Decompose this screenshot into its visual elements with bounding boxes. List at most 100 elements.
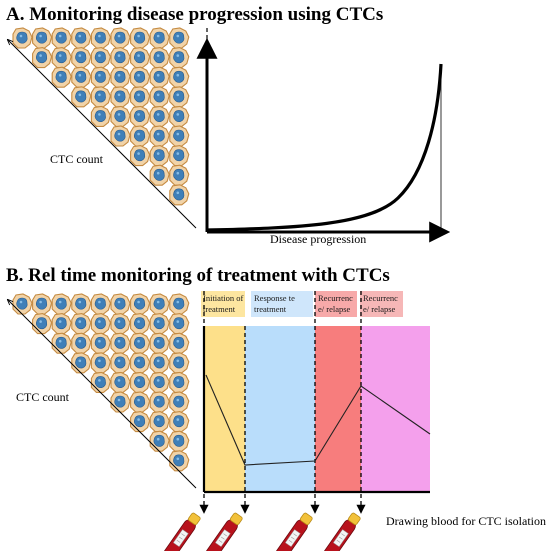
panel-b-cell bbox=[110, 293, 131, 315]
panel-b-cell bbox=[149, 411, 170, 433]
panel-b-cell bbox=[149, 371, 170, 393]
phase-band-response bbox=[245, 326, 315, 492]
panel-b-cell bbox=[90, 371, 111, 393]
phase-3-label-line1: Recurrenc bbox=[318, 293, 353, 303]
panel-a-cell bbox=[130, 86, 151, 108]
panel-a-cell bbox=[90, 47, 111, 69]
panel-b-cell bbox=[169, 371, 190, 393]
panel-a-cell bbox=[90, 86, 111, 108]
panel-a-cell bbox=[169, 184, 190, 206]
panel-a-cell bbox=[149, 66, 170, 88]
panel-b-cell bbox=[130, 352, 151, 374]
panel-b-cell bbox=[169, 352, 190, 374]
panel-b-cell bbox=[130, 371, 151, 393]
svg-text:Recurrenc e/ relapse: Recurrenc e/ relapse bbox=[363, 293, 400, 314]
panel-b-cell bbox=[169, 450, 190, 472]
panel-b-cell bbox=[169, 391, 190, 413]
panel-a-cell bbox=[110, 27, 131, 49]
panel-a-cell bbox=[169, 145, 190, 167]
panel-a-cell bbox=[149, 105, 170, 127]
panel-b-y-label: CTC count bbox=[16, 390, 70, 404]
panel-b-cell bbox=[130, 411, 151, 433]
panel-b-cell bbox=[130, 293, 151, 315]
panel-a-cell bbox=[169, 125, 190, 147]
phase-1-label-line1: Initiation of bbox=[203, 293, 244, 303]
panel-b-cell bbox=[90, 352, 111, 374]
panel-a-cell bbox=[51, 66, 72, 88]
panel-b-title: B. Rel time monitoring of treatment with… bbox=[6, 265, 390, 286]
panel-a-count-arrow bbox=[8, 40, 197, 229]
phase-header-2 bbox=[251, 291, 313, 317]
panel-b-cell bbox=[12, 293, 33, 315]
blood-tube-1 bbox=[158, 511, 203, 551]
phase-header-4 bbox=[360, 291, 403, 317]
panel-b-cell bbox=[130, 391, 151, 413]
phase-header-3 bbox=[315, 291, 357, 317]
panel-a-cell bbox=[51, 27, 72, 49]
panel-b-cell bbox=[110, 332, 131, 354]
panel-a-cell bbox=[149, 47, 170, 69]
panel-a-cell bbox=[149, 145, 170, 167]
panel-b-cell bbox=[149, 430, 170, 452]
panel-b-cell bbox=[169, 293, 190, 315]
panel-a-cell-triangle bbox=[12, 27, 190, 206]
panel-a-cell bbox=[51, 47, 72, 69]
panel-a-cell bbox=[110, 105, 131, 127]
blood-draw-label: Drawing blood for CTC isolation bbox=[386, 514, 546, 528]
panel-b-count-arrow bbox=[8, 300, 197, 489]
panel-a-x-label: Disease progression bbox=[270, 232, 366, 246]
phase-header-1 bbox=[201, 291, 245, 317]
panel-a-title: A. Monitoring disease progression using … bbox=[6, 4, 383, 25]
panel-b-cell bbox=[71, 332, 92, 354]
phase-2-label-line1: Response te bbox=[254, 293, 295, 303]
svg-text:Initiation of treatment: Initiation of treatment bbox=[203, 293, 246, 314]
panel-a-cell bbox=[169, 86, 190, 108]
phase-band-recurrence-2 bbox=[361, 326, 430, 492]
panel-a-progression-curve bbox=[206, 63, 443, 232]
blood-tube-3 bbox=[270, 511, 315, 551]
phase-band-initiation bbox=[204, 326, 245, 492]
panel-a-cell bbox=[130, 105, 151, 127]
panel-a-cell bbox=[149, 125, 170, 147]
panel-b-cell bbox=[130, 332, 151, 354]
panel-b-ctc-trajectory bbox=[205, 374, 431, 466]
panel-b-cell bbox=[90, 313, 111, 335]
panel-a-cell bbox=[90, 27, 111, 49]
panel-a-cell bbox=[130, 47, 151, 69]
panel-a-cell bbox=[71, 86, 92, 108]
panel-a-cell bbox=[169, 47, 190, 69]
phase-1-label-line2: treatment bbox=[203, 304, 236, 314]
panel-b-cell bbox=[149, 391, 170, 413]
panel-a-cell bbox=[12, 27, 33, 49]
phase-4-label-line1: Recurrenc bbox=[363, 293, 398, 303]
panel-b-cell bbox=[149, 313, 170, 335]
panel-b-cell-triangle bbox=[12, 293, 190, 472]
panel-b-cell bbox=[90, 332, 111, 354]
panel-a-cell bbox=[32, 27, 53, 49]
panel-b-cell bbox=[169, 313, 190, 335]
panel-b-phase-headers: Initiation of treatment Response te trea… bbox=[201, 291, 403, 317]
panel-b-cell bbox=[71, 293, 92, 315]
phase-3-label-line2: e/ relapse bbox=[318, 304, 351, 314]
panel-b-cell bbox=[90, 293, 111, 315]
panel-b-cell bbox=[71, 313, 92, 335]
panel-b-cell bbox=[149, 352, 170, 374]
panel-a-cell bbox=[169, 66, 190, 88]
panel-b-cell bbox=[110, 371, 131, 393]
phase-2-label-line2: treatment bbox=[254, 304, 287, 314]
panel-a-cell bbox=[32, 47, 53, 69]
panel-a-cell bbox=[169, 27, 190, 49]
panel-b-cell bbox=[51, 332, 72, 354]
panel-b-cell bbox=[169, 411, 190, 433]
panel-a-cell bbox=[130, 125, 151, 147]
panel-b-cell bbox=[149, 293, 170, 315]
panel-a-y-label: CTC count bbox=[50, 152, 104, 166]
panel-a-cell bbox=[110, 66, 131, 88]
panel-b-cell bbox=[130, 313, 151, 335]
panel-b-cell bbox=[110, 391, 131, 413]
panel-a-cell bbox=[110, 86, 131, 108]
panel-a-cell bbox=[110, 125, 131, 147]
phase-4-label-line2: e/ relapse bbox=[363, 304, 396, 314]
panel-b-cell bbox=[149, 332, 170, 354]
